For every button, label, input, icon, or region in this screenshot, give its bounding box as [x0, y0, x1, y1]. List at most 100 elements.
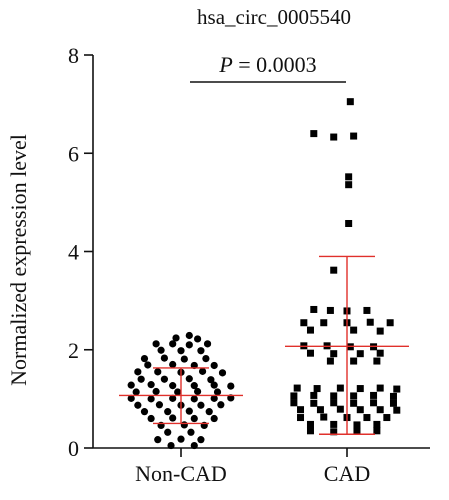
- data-point-circle: [127, 394, 135, 402]
- data-point-circle: [180, 421, 188, 429]
- data-point-square: [320, 319, 328, 327]
- data-point-circle: [169, 414, 177, 422]
- data-point-square: [386, 319, 394, 327]
- y-axis-label: Normalized expression level: [6, 134, 31, 386]
- data-point-square: [293, 384, 301, 392]
- data-point-circle: [202, 354, 210, 363]
- data-point-circle: [147, 381, 155, 389]
- data-point-square: [389, 399, 397, 407]
- data-point-square: [330, 420, 338, 428]
- data-point-circle: [134, 368, 142, 376]
- data-point-circle: [140, 408, 149, 416]
- data-point-square: [330, 350, 338, 358]
- data-point-square: [336, 405, 344, 413]
- data-point-circle: [147, 395, 155, 403]
- error-bars: [119, 255, 409, 435]
- data-point-circle: [155, 401, 164, 409]
- data-point-circle: [190, 441, 198, 450]
- data-point-circle: [177, 347, 185, 355]
- data-point-circle: [164, 408, 172, 416]
- data-point-circle: [207, 376, 215, 384]
- data-point-square: [320, 413, 328, 421]
- y-tick-label: 4: [68, 240, 79, 265]
- p-value-text: = 0.0003: [233, 52, 317, 77]
- data-point-square: [310, 391, 318, 399]
- data-point-circle: [160, 354, 168, 362]
- data-point-circle: [134, 401, 142, 409]
- data-point-square: [310, 305, 318, 313]
- data-point-circle: [127, 381, 135, 389]
- data-point-square: [346, 98, 354, 106]
- data-point-square: [297, 406, 305, 414]
- data-point-circle: [144, 361, 152, 369]
- data-point-circle: [169, 340, 177, 348]
- data-point-circle: [154, 368, 162, 376]
- data-point-square: [356, 385, 364, 393]
- y-tick-label: 6: [68, 141, 79, 166]
- data-point-square: [373, 420, 381, 428]
- data-point-circle: [185, 341, 193, 349]
- data-point-circle: [197, 401, 205, 409]
- data-point-circle: [203, 340, 212, 348]
- data-point-square: [363, 306, 371, 314]
- p-value-symbol: P: [218, 52, 232, 77]
- data-point-square: [370, 391, 378, 399]
- data-point-circle: [210, 414, 218, 423]
- data-point-square: [350, 399, 358, 407]
- data-point-square: [306, 349, 314, 357]
- data-point-square: [376, 349, 384, 357]
- data-point-circle: [174, 388, 182, 396]
- data-point-square: [370, 399, 378, 407]
- data-point-circle: [157, 346, 165, 354]
- data-point-square: [306, 326, 314, 334]
- data-point-square: [373, 427, 381, 435]
- data-point-circle: [194, 335, 202, 343]
- data-point-square: [313, 385, 321, 393]
- data-point-circle: [185, 331, 193, 340]
- data-point-circle: [213, 388, 222, 396]
- data-point-circle: [185, 407, 193, 415]
- data-point-circle: [180, 355, 188, 363]
- y-tick-label: 2: [68, 338, 79, 363]
- data-point-circle: [137, 375, 145, 383]
- data-point-square: [330, 392, 338, 400]
- data-point-circle: [160, 375, 168, 383]
- data-point-square: [376, 384, 384, 392]
- data-point-square: [345, 181, 353, 189]
- data-point-circle: [218, 369, 227, 377]
- data-point-square: [353, 421, 361, 429]
- data-point-circle: [210, 394, 218, 402]
- data-point-circle: [197, 436, 205, 444]
- data-point-square: [330, 399, 338, 407]
- data-point-circle: [190, 414, 198, 423]
- data-point-circle: [152, 387, 160, 396]
- data-point-square: [297, 414, 305, 422]
- data-point-circle: [140, 354, 149, 363]
- data-point-square: [350, 357, 358, 365]
- axes: 0 2 4 6 8 Non-CAD CAD: [68, 43, 430, 486]
- data-point-square: [366, 318, 374, 326]
- data-point-circle: [147, 414, 155, 423]
- data-point-circle: [187, 428, 195, 436]
- data-point-square: [345, 173, 353, 181]
- data-point-square: [393, 406, 401, 414]
- data-point-square: [356, 350, 364, 358]
- data-point-square: [376, 327, 384, 335]
- data-point-square: [290, 392, 298, 400]
- data-point-square: [356, 406, 364, 414]
- data-points: [127, 98, 401, 450]
- p-value-annotation: P = 0.0003: [218, 52, 316, 77]
- data-point-circle: [198, 367, 207, 375]
- data-point-square: [383, 414, 391, 422]
- x-tick-label: Non-CAD: [135, 461, 227, 486]
- data-point-circle: [169, 394, 177, 402]
- x-tick-label: CAD: [324, 461, 370, 486]
- data-point-square: [326, 306, 334, 314]
- data-point-square: [316, 406, 324, 414]
- data-point-square: [300, 319, 308, 327]
- data-point-square: [330, 266, 338, 274]
- data-point-square: [393, 385, 401, 393]
- data-point-square: [373, 357, 381, 365]
- data-point-circle: [152, 340, 160, 348]
